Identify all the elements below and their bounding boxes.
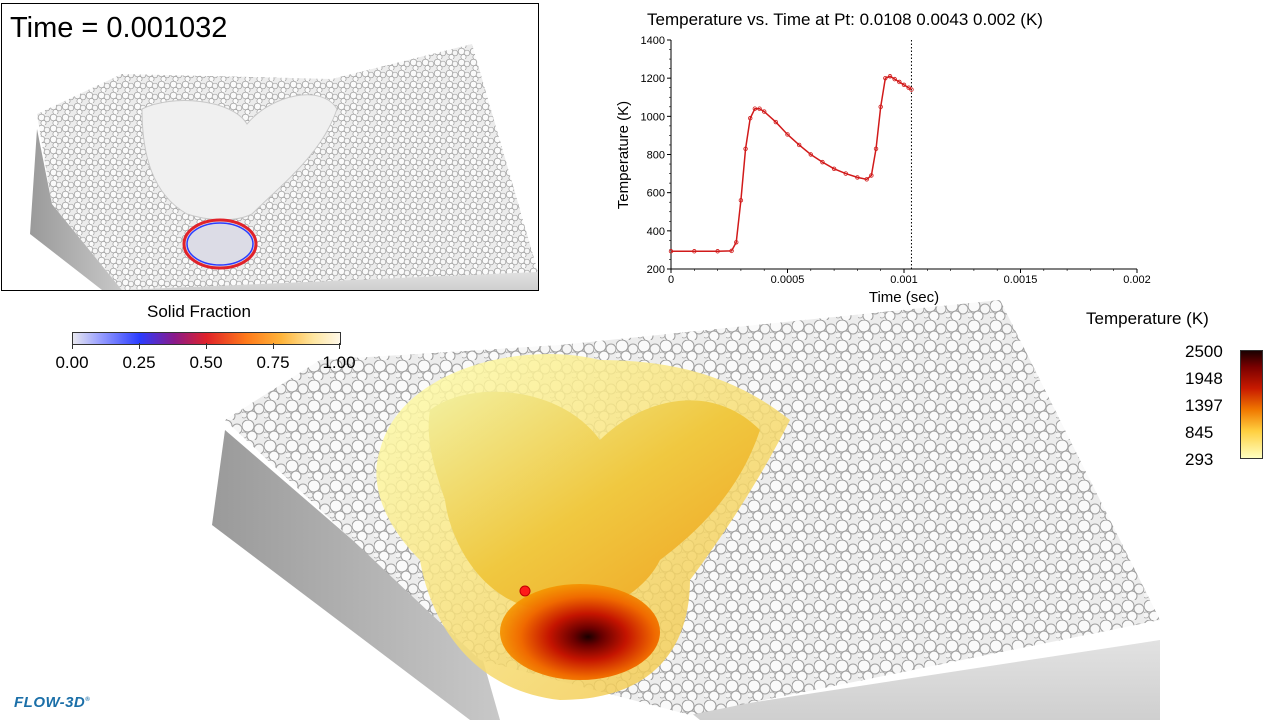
temperature-label: 845 <box>1185 423 1214 442</box>
y-tick-label: 1200 <box>641 73 665 85</box>
temperature-data-point <box>831 166 837 172</box>
temperature-data-point <box>773 119 779 125</box>
melt-pool <box>500 584 660 680</box>
temperature-data-point <box>752 106 758 111</box>
inset-melt-pool <box>182 218 258 270</box>
solid-fraction-inset-view[interactable]: Time = 0.001032 <box>1 3 539 291</box>
solid-fraction-label: 0.00 <box>55 353 89 372</box>
temperature-data-point <box>897 79 902 85</box>
y-tick-label: 200 <box>647 264 665 276</box>
time-label: Time = 0.001032 <box>10 12 228 44</box>
substrate-left-side <box>212 430 500 720</box>
inset-solidified-track <box>141 94 338 221</box>
chart-plot-area: 0 0.0005 0.001 0.0015 0.002 200 400 600 800 1000 1… <box>615 35 1151 306</box>
temperature-data-point <box>909 87 914 92</box>
logo-text: FLOW-3D <box>14 694 86 711</box>
temperature-data-point <box>715 249 720 254</box>
temperature-series-line <box>671 75 912 253</box>
solid-fraction-label: 0.25 <box>122 353 156 372</box>
y-axis-title: Temperature (K) <box>615 101 632 209</box>
solid-fraction-tick <box>139 343 140 349</box>
flow3d-logo: FLOW-3D® <box>14 694 90 711</box>
temperature-data-point <box>757 106 762 111</box>
temperature-data-point <box>883 75 888 81</box>
logo-registered-mark: ® <box>85 697 91 703</box>
temperature-data-point <box>887 74 893 79</box>
solid-fraction-label: 1.00 <box>322 353 356 372</box>
x-axis-title: Time (sec) <box>869 289 939 306</box>
temperature-data-point <box>820 159 825 165</box>
temperature-data-point <box>869 173 874 178</box>
temperature-data-point <box>892 76 897 82</box>
y-tick-label: 400 <box>647 226 665 238</box>
y-tick-label: 1400 <box>641 35 665 47</box>
chart-series <box>668 40 914 269</box>
solid-fraction-label: 0.50 <box>189 353 223 372</box>
y-tick-label: 1000 <box>641 111 665 123</box>
temperature-data-point <box>729 248 734 254</box>
temperature-data-point <box>743 146 748 151</box>
temperature-label: 1397 <box>1185 396 1223 415</box>
temperature-data-point <box>843 171 848 176</box>
x-tick-label: 0.002 <box>1123 274 1151 286</box>
temperature-data-point <box>873 146 879 151</box>
temperature-label: 1948 <box>1185 369 1223 388</box>
chart-title: Temperature vs. Time at Pt: 0.0108 0.004… <box>647 10 1043 29</box>
temperature-data-point <box>668 249 674 254</box>
solid-fraction-tick <box>339 343 340 349</box>
y-tick-label: 800 <box>647 150 665 162</box>
temperature-data-point <box>748 116 753 121</box>
x-tick-label: 0.001 <box>890 274 918 286</box>
solid-fraction-label: 0.75 <box>256 353 290 372</box>
temperature-legend-title: Temperature (K) <box>1086 309 1209 328</box>
solid-fraction-tick <box>206 343 207 349</box>
chart-ticks: 0 0.0005 0.001 0.0015 0.002 200 400 600 800 1000 1… <box>641 35 1151 286</box>
substrate-front-side <box>690 640 1160 720</box>
inset-3d-view <box>30 44 538 290</box>
x-tick-label: 0 <box>668 274 674 286</box>
solid-fraction-tick <box>72 343 73 349</box>
x-tick-label: 0.0005 <box>771 274 805 286</box>
temperature-data-point <box>796 142 802 148</box>
temperature-data-point <box>738 198 744 203</box>
temperature-data-point <box>864 177 869 182</box>
probe-point <box>519 585 531 597</box>
temperature-data-point <box>785 132 790 137</box>
temperature-label: 293 <box>1185 450 1214 469</box>
temperature-data-point <box>901 82 907 88</box>
temperature-colorbar <box>1240 350 1263 459</box>
temperature-label: 2500 <box>1185 342 1223 361</box>
temperature-data-point <box>761 109 767 114</box>
chart-axes <box>670 40 1137 270</box>
solidified-track <box>428 391 760 613</box>
temperature-data-point <box>692 249 697 254</box>
inset-melt-pool-edge <box>186 222 254 266</box>
temperature-data-point <box>734 240 739 245</box>
temperature-data-point <box>878 104 883 109</box>
solid-fraction-legend-title: Solid Fraction <box>147 302 251 321</box>
x-tick-label: 0.0015 <box>1004 274 1038 286</box>
inset-substrate-left-side <box>30 129 122 290</box>
temperature-data-point <box>855 175 860 180</box>
temperature-time-chart[interactable]: Temperature vs. Time at Pt: 0.0108 0.004… <box>600 0 1160 310</box>
y-tick-label: 600 <box>647 188 665 200</box>
temperature-data-point <box>808 152 813 157</box>
solid-fraction-tick <box>273 343 274 349</box>
